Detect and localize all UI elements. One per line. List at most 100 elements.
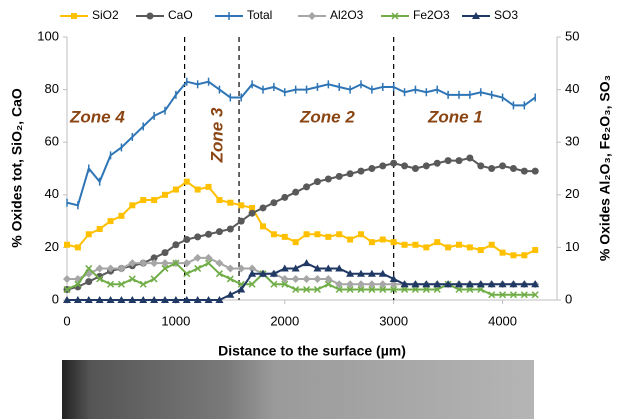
marker xyxy=(532,247,539,254)
marker xyxy=(226,225,234,233)
marker xyxy=(455,280,463,288)
marker xyxy=(146,12,154,20)
marker xyxy=(129,202,136,209)
marker xyxy=(128,275,136,283)
marker xyxy=(280,274,289,283)
marker xyxy=(357,167,365,175)
marker xyxy=(411,285,419,294)
marker xyxy=(172,186,179,193)
marker xyxy=(204,296,213,303)
x-tick-label: 2000 xyxy=(270,313,299,328)
y-tick-label: 0 xyxy=(52,291,59,306)
marker xyxy=(422,285,430,294)
y-tick-label: 20 xyxy=(45,239,59,254)
marker xyxy=(205,183,212,190)
marker xyxy=(161,296,169,303)
marker xyxy=(216,197,223,204)
marker xyxy=(96,225,103,232)
marker xyxy=(84,296,93,303)
y2-tick-label: 0 xyxy=(565,291,572,306)
zone-label: Zone 3 xyxy=(207,107,226,163)
marker xyxy=(389,274,398,282)
marker xyxy=(161,259,169,268)
marker xyxy=(193,296,202,303)
x-tick-label: 1000 xyxy=(161,313,190,328)
marker xyxy=(259,269,267,277)
marker xyxy=(85,231,92,238)
marker xyxy=(303,231,310,238)
marker xyxy=(63,285,71,294)
marker xyxy=(183,270,191,278)
marker xyxy=(346,170,354,178)
marker xyxy=(172,259,180,267)
marker xyxy=(194,186,201,193)
marker xyxy=(302,259,311,267)
marker xyxy=(357,285,365,294)
marker xyxy=(444,157,452,165)
marker xyxy=(85,278,93,286)
marker xyxy=(325,233,332,240)
series-line xyxy=(66,80,536,207)
marker xyxy=(498,280,507,288)
marker xyxy=(509,165,517,172)
marker xyxy=(161,264,169,272)
y-axis-title: % Oxides tot, SiO₂, CaO xyxy=(9,88,25,248)
marker xyxy=(521,252,528,259)
marker xyxy=(422,162,430,170)
marker xyxy=(401,241,408,248)
marker xyxy=(455,285,463,294)
marker xyxy=(205,259,213,267)
marker xyxy=(117,264,126,273)
legend-label: Fe2O3 xyxy=(413,8,450,22)
marker xyxy=(488,165,496,172)
marker xyxy=(324,280,332,288)
marker xyxy=(259,204,267,212)
marker xyxy=(313,178,321,186)
series-line xyxy=(66,156,536,291)
marker xyxy=(346,285,354,294)
marker xyxy=(433,159,441,167)
marker xyxy=(368,285,376,294)
marker xyxy=(118,212,125,219)
marker xyxy=(477,162,485,170)
legend-label: Al2O3 xyxy=(330,8,364,22)
marker xyxy=(433,285,441,294)
marker xyxy=(313,264,322,272)
marker xyxy=(106,296,115,303)
marker xyxy=(411,165,419,172)
marker xyxy=(378,280,387,289)
marker xyxy=(150,259,159,268)
marker xyxy=(292,188,300,196)
marker xyxy=(412,241,419,248)
marker xyxy=(313,285,321,294)
marker xyxy=(291,264,300,272)
marker xyxy=(183,236,191,244)
y2-tick-label: 40 xyxy=(565,81,579,96)
marker xyxy=(95,264,104,273)
marker xyxy=(194,264,202,272)
marker xyxy=(281,233,288,240)
marker xyxy=(466,154,474,162)
marker xyxy=(248,269,257,277)
marker xyxy=(226,264,235,273)
marker xyxy=(379,236,386,243)
zone-label: Zone 2 xyxy=(299,107,355,126)
y-tick-label: 60 xyxy=(45,134,59,149)
x-tick-label: 0 xyxy=(63,313,70,328)
marker xyxy=(248,264,257,273)
marker xyxy=(335,285,343,294)
marker xyxy=(215,259,224,268)
marker xyxy=(499,249,506,256)
marker xyxy=(313,274,322,283)
marker xyxy=(379,162,387,170)
marker xyxy=(391,12,399,20)
marker xyxy=(237,264,246,273)
marker xyxy=(466,244,473,251)
legend: SiO2 CaO Total Al2O3 Fe2O3 SO3 xyxy=(60,8,518,22)
marker xyxy=(215,296,224,303)
y-tick-label: 80 xyxy=(45,81,59,96)
marker xyxy=(455,157,463,165)
marker xyxy=(477,247,484,254)
marker xyxy=(509,280,518,288)
marker xyxy=(477,285,485,294)
